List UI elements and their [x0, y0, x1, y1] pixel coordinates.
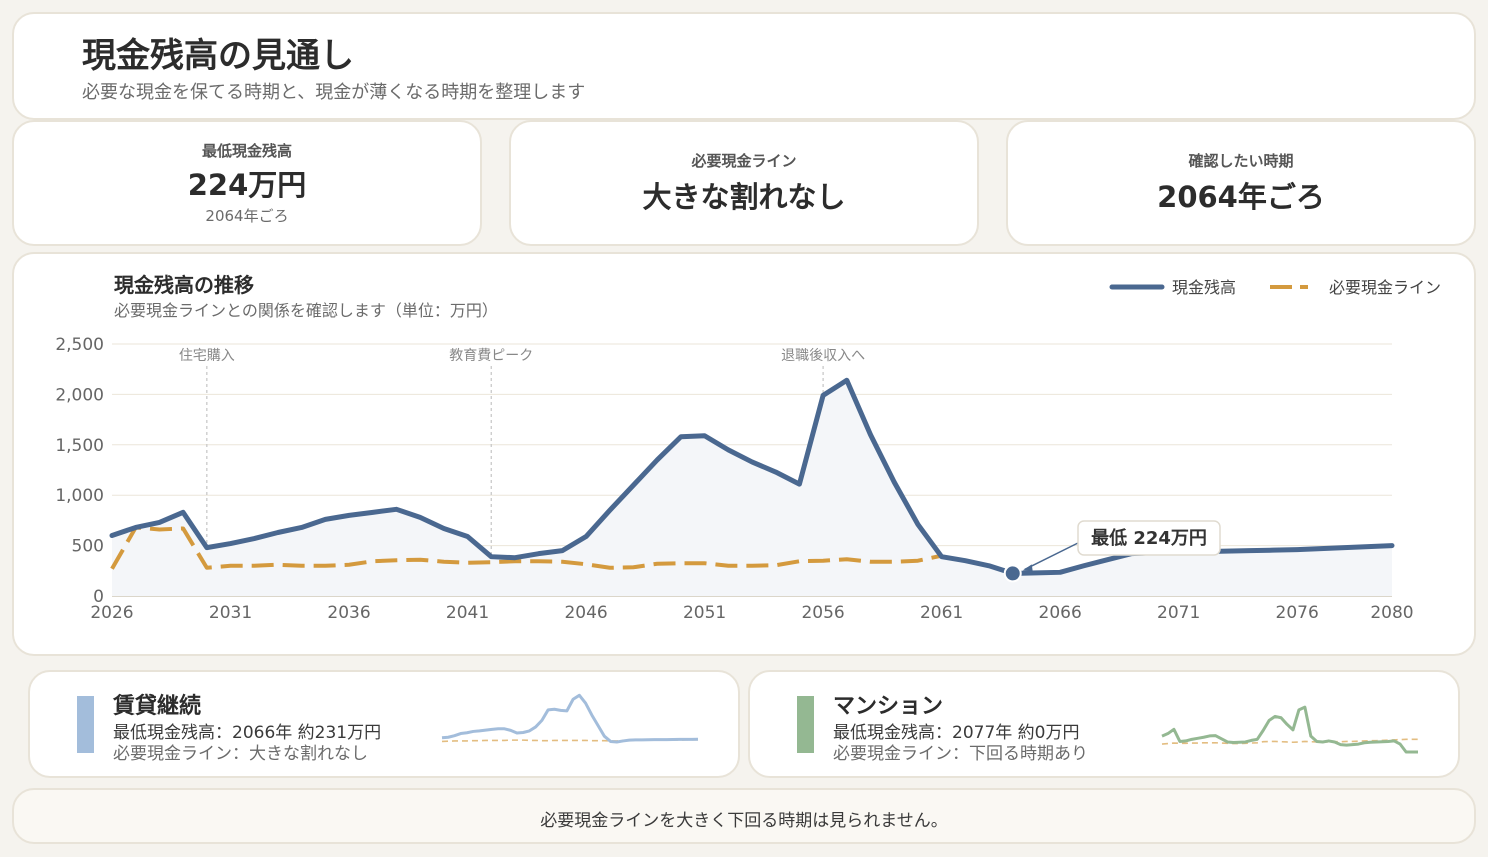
annotation-leader: [1024, 539, 1085, 571]
scenario-sparkline: [1161, 705, 1418, 754]
kpi-sub: 2064年ごろ: [205, 207, 289, 225]
x-tick-label: 2071: [1157, 603, 1200, 623]
x-tick-label: 2061: [920, 603, 963, 623]
x-tick-label: 2036: [327, 603, 370, 623]
scenario-color-swatch: [77, 696, 94, 753]
balance-chart-card: 現金残高の推移必要現金ラインとの関係を確認します（単位：万円） 現金残高 必要現金ラ…: [12, 252, 1476, 656]
scenario-card-rental: 賃貸継続 最低現金残高：2066年 約231万円 必要現金ライン：大きな割れなし: [28, 670, 740, 778]
scenario-min-balance: 最低現金残高：2077年 約0万円: [833, 723, 1080, 743]
annotation-label: 最低 224万円: [1091, 527, 1207, 549]
kpi-label: 必要現金ライン: [691, 152, 797, 170]
y-tick-label: 2,000: [55, 385, 104, 405]
legend-label-required: 必要現金ライン: [1329, 278, 1441, 297]
kpi-label: 最低現金残高: [201, 142, 292, 160]
scenario-card-mansion: マンション 最低現金残高：2077年 約0万円 必要現金ライン：下回る時期あり: [748, 670, 1460, 778]
scenario-title: 賃貸継続: [113, 694, 202, 719]
footer-message: 必要現金ラインを大きく下回る時期は見られません。: [540, 811, 948, 831]
annotation-box: [1077, 520, 1221, 556]
event-label: 住宅購入: [179, 348, 235, 364]
event-label: 退職後収入へ: [781, 348, 865, 364]
sparkline-balance: [1161, 705, 1418, 754]
kpi-card-min-balance: 最低現金残高 224万円 2064年ごろ: [12, 120, 482, 246]
x-tick-label: 2056: [801, 603, 844, 623]
x-tick-label: 2046: [564, 603, 607, 623]
scenario-color-swatch: [797, 696, 814, 753]
x-tick-label: 2080: [1370, 603, 1413, 623]
sparkline-balance: [441, 693, 699, 744]
event-label: 教育費ピーク: [449, 348, 533, 364]
y-tick-label: 1,500: [55, 436, 104, 456]
page-subtitle: 必要な現金を保てる時期と、現金が薄くなる時期を整理します: [82, 82, 586, 103]
annotation-arrowhead: [1022, 564, 1033, 572]
x-tick-label: 2076: [1276, 603, 1319, 623]
chart-legend: 現金残高 必要現金ライン: [1109, 278, 1441, 297]
kpi-card-required-line: 必要現金ライン 大きな割れなし: [509, 120, 979, 246]
kpi-value: 大きな割れなし: [642, 180, 846, 214]
legend-label-balance: 現金残高: [1172, 278, 1236, 297]
chart-subtitle: 必要現金ラインとの関係を確認します（単位：万円）: [114, 301, 498, 320]
scenario-sparkline: [441, 693, 699, 744]
x-tick-label: 2026: [90, 603, 133, 623]
kpi-value: 224万円: [187, 168, 307, 202]
kpi-value: 2064年ごろ: [1157, 180, 1325, 214]
x-tick-label: 2041: [446, 603, 489, 623]
min-annotation: 最低 224万円: [1077, 520, 1221, 556]
kpi-card-check-period: 確認したい時期 2064年ごろ: [1006, 120, 1476, 246]
y-tick-label: 0: [93, 587, 104, 607]
x-tick-label: 2051: [683, 603, 726, 623]
x-tick-label: 2066: [1039, 603, 1082, 623]
kpi-label: 確認したい時期: [1188, 152, 1294, 170]
y-tick-label: 1,000: [55, 486, 104, 506]
y-tick-label: 2,500: [55, 335, 104, 355]
scenario-required-status: 必要現金ライン：下回る時期あり: [833, 744, 1088, 764]
balance-area: [112, 380, 1392, 596]
scenario-min-balance: 最低現金残高：2066年 約231万円: [113, 723, 382, 743]
scenario-required-status: 必要現金ライン：大きな割れなし: [113, 744, 368, 764]
header-card: 現金残高の見通し 必要な現金を保てる時期と、現金が薄くなる時期を整理します: [12, 12, 1476, 120]
y-tick-label: 500: [72, 537, 104, 557]
scenario-title: マンション: [833, 694, 944, 719]
footer-note-card: 必要現金ラインを大きく下回る時期は見られません。: [12, 788, 1476, 844]
x-tick-label: 2031: [209, 603, 252, 623]
min-point-marker: [1003, 564, 1022, 583]
chart-title: 現金残高の推移: [114, 273, 254, 297]
page-title: 現金残高の見通し: [82, 36, 354, 76]
